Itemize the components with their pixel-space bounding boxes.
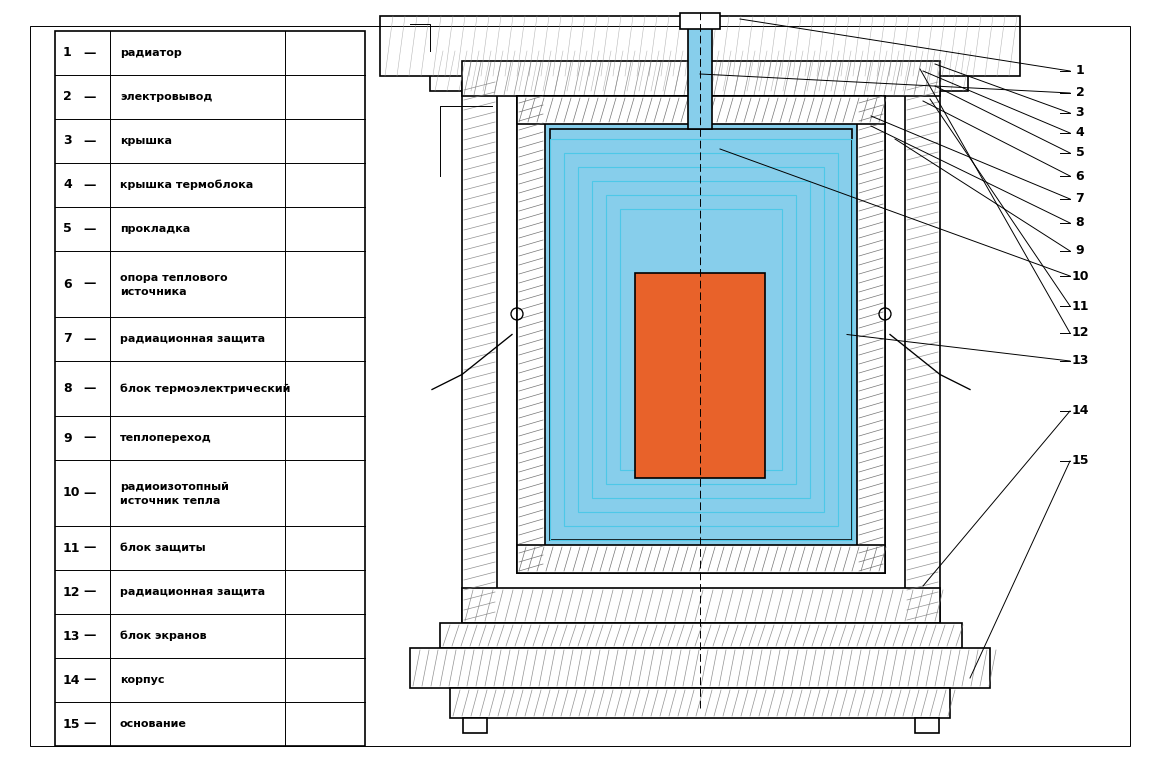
Text: 13: 13 (1071, 355, 1089, 368)
Bar (430, 51, 968, 91)
Text: 13: 13 (62, 629, 80, 642)
Bar (462, 81, 498, 623)
Bar (450, 688, 950, 718)
Text: 1: 1 (1076, 65, 1084, 78)
Text: блок экранов: блок экранов (120, 631, 207, 641)
Text: 11: 11 (62, 541, 81, 554)
Text: 9: 9 (62, 432, 72, 445)
Text: 7: 7 (1076, 193, 1084, 206)
Bar (606, 195, 796, 484)
Text: крышка: крышка (120, 136, 172, 146)
Text: 3: 3 (62, 134, 72, 147)
Text: блок защиты: блок защиты (120, 543, 206, 553)
Text: —: — (83, 585, 95, 598)
Bar (857, 96, 885, 573)
Bar (379, 16, 1020, 76)
Text: 4: 4 (1076, 126, 1084, 140)
Text: —: — (83, 487, 95, 500)
Text: опора теплового: опора теплового (120, 273, 228, 283)
Text: 2: 2 (62, 90, 72, 103)
Text: 10: 10 (1071, 270, 1089, 282)
Text: 5: 5 (1076, 146, 1084, 160)
Text: —: — (83, 432, 95, 445)
Text: 4: 4 (62, 179, 72, 191)
Bar (56, 31, 364, 746)
Text: радиоизотопный: радиоизотопный (120, 482, 229, 492)
Text: 11: 11 (1071, 299, 1089, 312)
Text: 12: 12 (1071, 326, 1089, 339)
Bar (592, 181, 810, 498)
Bar (463, 718, 487, 733)
Bar (462, 61, 939, 96)
Text: корпус: корпус (120, 675, 164, 685)
Bar (517, 545, 885, 573)
Text: 5: 5 (62, 223, 72, 235)
Bar (620, 209, 782, 470)
Text: источника: источника (120, 287, 186, 297)
Text: —: — (83, 223, 95, 235)
Text: 12: 12 (62, 585, 81, 598)
Text: —: — (83, 134, 95, 147)
Text: электровывод: электровывод (120, 92, 213, 102)
Text: радиационная защита: радиационная защита (120, 587, 265, 597)
Text: 14: 14 (1071, 405, 1089, 418)
Text: —: — (83, 46, 95, 59)
Bar (517, 96, 885, 573)
Text: блок термоэлектрический: блок термоэлектрический (120, 383, 290, 394)
Text: 15: 15 (1071, 454, 1089, 467)
Bar (563, 153, 838, 526)
Text: 7: 7 (62, 332, 72, 345)
Text: —: — (83, 382, 95, 395)
Text: —: — (83, 629, 95, 642)
Text: —: — (83, 90, 95, 103)
Text: 15: 15 (62, 718, 81, 730)
Bar (688, 21, 712, 129)
Bar (517, 96, 885, 124)
Text: 9: 9 (1076, 244, 1084, 258)
Text: 6: 6 (1076, 170, 1084, 183)
Text: основание: основание (120, 719, 187, 729)
Text: крышка термоблока: крышка термоблока (120, 180, 253, 190)
Text: источник тепла: источник тепла (120, 496, 220, 506)
Bar (578, 167, 824, 512)
Text: 1: 1 (62, 46, 72, 59)
Text: —: — (83, 718, 95, 730)
Bar (905, 81, 939, 623)
Text: 6: 6 (62, 278, 72, 291)
Text: прокладка: прокладка (120, 224, 190, 234)
Bar (550, 139, 852, 540)
Bar (550, 129, 852, 540)
Bar (635, 273, 765, 478)
Bar (440, 623, 961, 648)
Text: —: — (83, 179, 95, 191)
Text: радиационная защита: радиационная защита (120, 334, 265, 344)
Text: теплопереход: теплопереход (120, 433, 212, 443)
Bar (517, 96, 545, 573)
Text: 8: 8 (62, 382, 72, 395)
Text: 2: 2 (1076, 86, 1084, 99)
Text: —: — (83, 278, 95, 291)
Bar (462, 588, 939, 623)
Bar (410, 648, 990, 688)
Text: —: — (83, 541, 95, 554)
Text: 8: 8 (1076, 217, 1084, 230)
Text: радиатор: радиатор (120, 48, 182, 58)
Text: —: — (83, 674, 95, 686)
Bar (680, 13, 720, 29)
Text: —: — (83, 332, 95, 345)
Text: 14: 14 (62, 674, 81, 686)
Text: 3: 3 (1076, 106, 1084, 120)
Text: 10: 10 (62, 487, 81, 500)
Bar (915, 718, 939, 733)
